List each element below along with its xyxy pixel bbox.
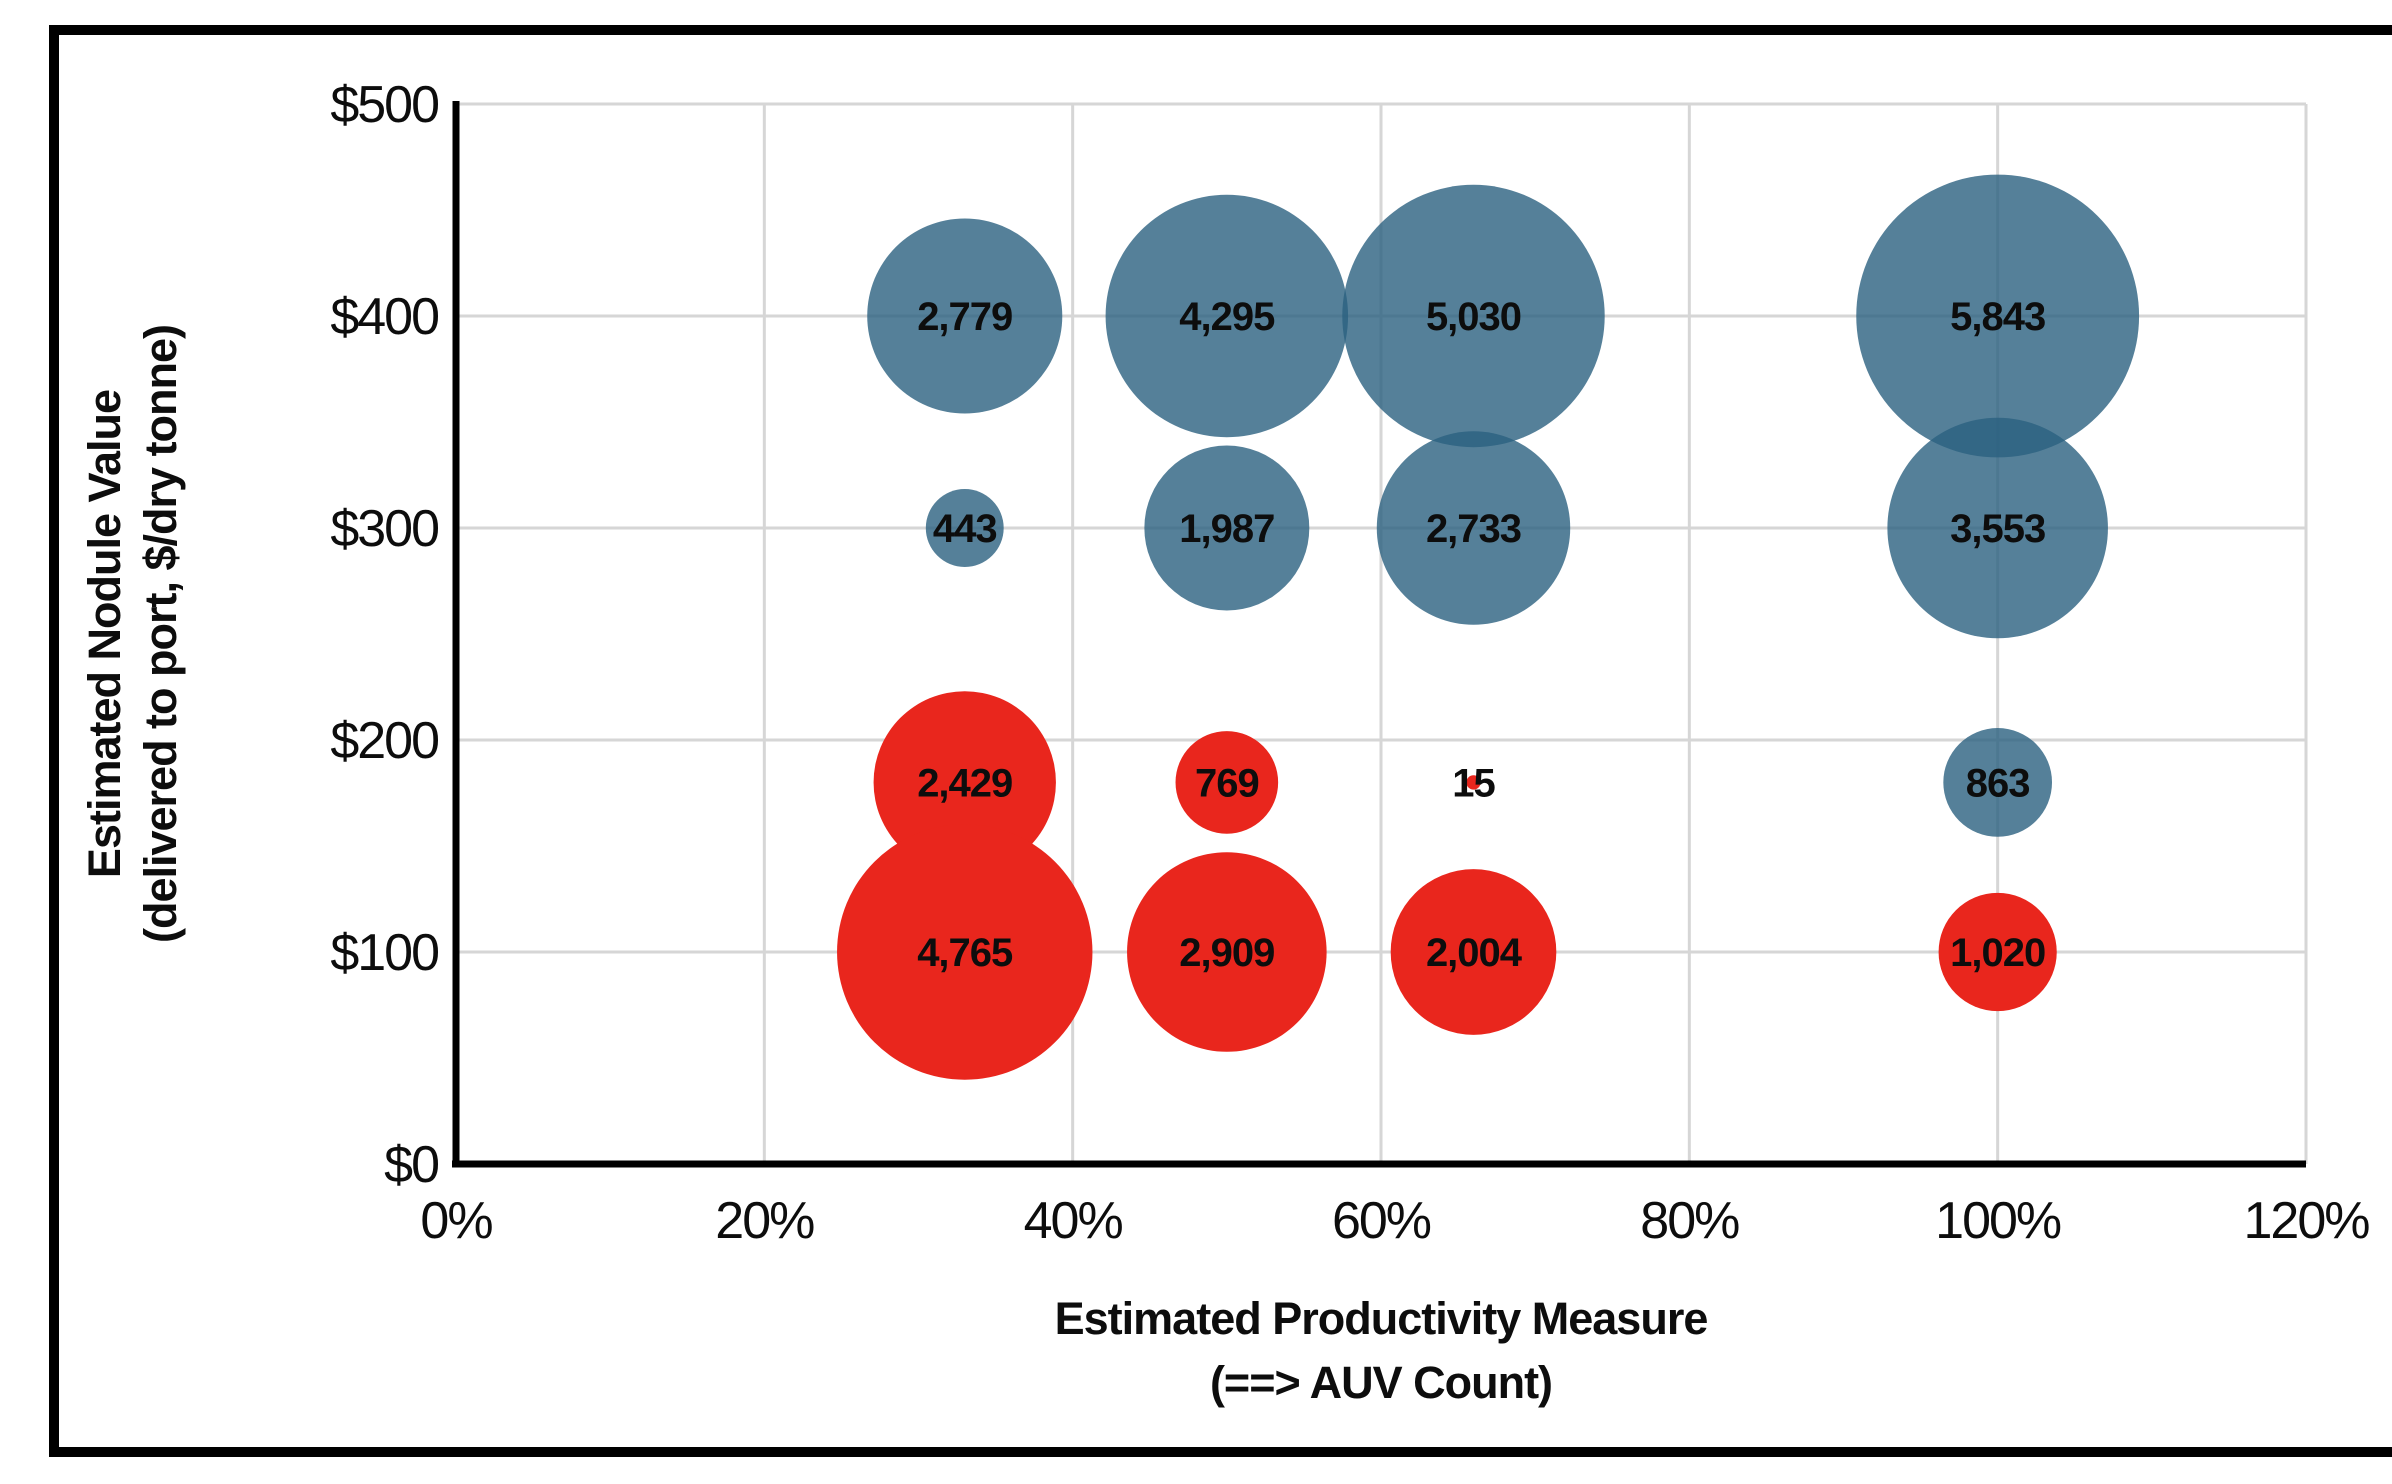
bubble-label: 4,295 xyxy=(1179,295,1275,339)
y-tick-label: $100 xyxy=(330,924,438,982)
bubble-label: 5,030 xyxy=(1426,295,1521,339)
x-tick-label: 60% xyxy=(1332,1192,1431,1250)
bubble-label: 2,429 xyxy=(917,761,1012,805)
x-tick-label: 40% xyxy=(1024,1192,1123,1250)
y-tick-label: $500 xyxy=(330,76,438,134)
bubble-label: 1,020 xyxy=(1950,931,2045,975)
bubble-label: 3,553 xyxy=(1950,507,2045,551)
x-tick-label: 100% xyxy=(1935,1192,2061,1250)
bubble-labels: 2,779 4,295 5,030 5,843 443 1,987 2,733 3,553 86… xyxy=(917,295,2046,975)
y-tick-label: $400 xyxy=(330,288,438,346)
bubble-label: 2,004 xyxy=(1426,931,1523,975)
bubble xyxy=(1127,852,1327,1052)
bubble-label: 5,843 xyxy=(1950,295,2045,339)
bubble xyxy=(1466,775,1481,790)
y-axis-title: Estimated Nodule Value (delivered to port… xyxy=(79,325,186,943)
blue-series xyxy=(867,174,2140,837)
chart-svg: 2,779 4,295 5,030 5,843 443 1,987 2,733 3,553 86… xyxy=(40,16,2392,1468)
bubble xyxy=(1144,445,1310,611)
y-tick-label: $300 xyxy=(330,500,438,558)
bubble xyxy=(1856,174,2140,458)
bubble-label: 15 xyxy=(1452,761,1495,805)
bubble-series-group xyxy=(837,174,2140,1080)
x-axis-title-line2: (==> AUV Count) xyxy=(1210,1357,1552,1408)
x-tick-labels: 0% 20% 40% 60% 80% 100% 120% xyxy=(420,1192,2371,1250)
bubble-label: 443 xyxy=(933,507,997,551)
bubble-label: 2,909 xyxy=(1179,931,1274,975)
x-axis-title-line1: Estimated Productivity Measure xyxy=(1055,1293,1708,1344)
bubble-label: 2,733 xyxy=(1426,507,1521,551)
x-tick-label: 120% xyxy=(2244,1192,2370,1250)
bubble xyxy=(1342,184,1605,448)
x-axis-title: Estimated Productivity Measure (==> AUV C… xyxy=(1055,1293,1709,1408)
bubble xyxy=(1376,431,1571,625)
y-tick-labels: $0 $100 $200 $300 $400 $500 xyxy=(330,76,440,1194)
y-axis-title-line2: (delivered to port, $/dry tonne) xyxy=(135,325,186,943)
y-tick-label: $200 xyxy=(330,712,438,770)
bubble xyxy=(1887,417,2108,639)
bubble-label: 4,765 xyxy=(917,931,1013,975)
x-tick-label: 20% xyxy=(715,1192,814,1250)
bubble xyxy=(1938,892,2057,1012)
bubble-label: 769 xyxy=(1195,761,1259,805)
x-tick-label: 80% xyxy=(1640,1192,1739,1250)
y-axis-title-line1: Estimated Nodule Value xyxy=(79,390,130,878)
bubble xyxy=(873,691,1056,874)
red-series xyxy=(837,691,2057,1080)
bubble xyxy=(837,824,1093,1080)
bubble xyxy=(1943,728,2053,837)
bubble xyxy=(867,218,1063,414)
bubble xyxy=(1390,869,1557,1035)
bubble xyxy=(1175,731,1279,834)
x-tick-label: 0% xyxy=(420,1192,492,1250)
bubble-label: 1,987 xyxy=(1179,507,1274,551)
bubble-label: 2,779 xyxy=(917,295,1012,339)
bubble-label: 863 xyxy=(1966,761,2030,805)
bubble xyxy=(1105,194,1349,438)
bubble xyxy=(925,489,1004,567)
y-tick-label: $0 xyxy=(384,1136,438,1194)
bubble-chart-figure: 2,779 4,295 5,030 5,843 443 1,987 2,733 3,553 86… xyxy=(40,16,2392,1468)
